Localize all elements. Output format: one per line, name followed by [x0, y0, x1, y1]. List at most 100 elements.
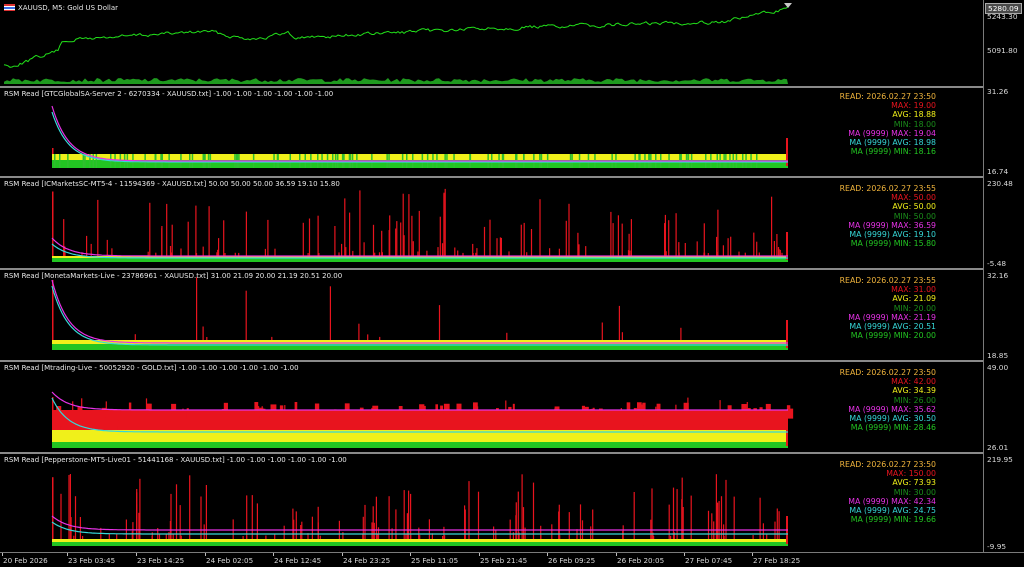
price-scale[interactable] [983, 0, 1024, 566]
max-spike [690, 495, 692, 539]
max-spike [242, 536, 244, 539]
indicator-legend-2: READ: 2026.02.27 23:55 MAX: 50.00 AVG: 5… [840, 184, 936, 248]
max-spike [342, 532, 344, 539]
max-spike [307, 533, 309, 539]
indicator-title-1: RSM Read [GTCGlobalSA-Server 2 - 6270334… [4, 90, 334, 98]
max-spike [759, 407, 763, 418]
max-spike [651, 488, 653, 539]
max-spike [317, 215, 319, 256]
max-spike [723, 524, 725, 539]
indicator-canvas-4 [51, 391, 794, 448]
panel-divider[interactable] [0, 176, 1024, 178]
max-spike [509, 519, 511, 539]
max-spike [97, 199, 99, 256]
max-spike [762, 523, 764, 539]
indicator-panel-3[interactable]: RSM Read [MonetaMarkets-Live - 23786961 … [0, 270, 982, 360]
max-spike [403, 235, 405, 256]
legend-min: MIN: 50.00 [893, 211, 936, 221]
legend-max: MAX: 19.00 [891, 101, 936, 111]
main-price-chart[interactable]: XAUUSD, M5: Gold US Dollar [0, 0, 982, 86]
max-spike [569, 415, 571, 430]
max-spike [425, 415, 427, 430]
max-spike [540, 534, 542, 539]
max-spike [776, 508, 778, 539]
max-spike [508, 251, 510, 256]
panel-divider[interactable] [0, 452, 1024, 454]
max-spike [338, 252, 340, 256]
legend-ma-avg: MA (9999) AVG: 20.51 [849, 322, 936, 332]
max-spike [90, 243, 92, 256]
max-spike [319, 535, 321, 539]
panel5-scale-top: 219.95 [987, 455, 1013, 464]
legend-read: READ: 2026.02.27 23:55 [839, 276, 936, 285]
max-spike [158, 533, 161, 539]
max-spike [473, 402, 478, 413]
max-spike [489, 219, 491, 256]
indicator-panel-1[interactable]: RSM Read [GTCGlobalSA-Server 2 - 6270334… [0, 88, 982, 176]
max-spike [161, 228, 163, 256]
indicator-panel-4[interactable]: RSM Read [Mtrading-Live - 50052920 - GOL… [0, 362, 982, 452]
time-tick [2, 553, 3, 556]
indicator-panel-5[interactable]: RSM Read [Pepperstone-MT5-Live01 - 51441… [0, 454, 982, 552]
max-spike [189, 475, 191, 539]
panel-divider[interactable] [0, 86, 1024, 88]
max-spike [579, 504, 582, 539]
panel-divider[interactable] [0, 268, 1024, 270]
max-spike [496, 408, 499, 419]
max-spike [681, 477, 683, 539]
max-spike [317, 522, 319, 539]
max-spike [308, 218, 311, 256]
panel3-scale-bottom: 18.85 [987, 351, 1009, 360]
max-spike [521, 474, 523, 539]
max-spike [393, 425, 395, 430]
max-spike [496, 238, 498, 256]
max-spike [765, 403, 771, 414]
time-tick [410, 553, 411, 556]
max-spike [756, 417, 758, 430]
max-spike [773, 241, 775, 256]
max-spike [478, 414, 480, 430]
max-spike [526, 252, 528, 256]
max-spike [375, 496, 377, 539]
max-spike [696, 241, 698, 256]
max-spike [169, 246, 172, 256]
max-spike [462, 252, 464, 256]
max-spike [152, 418, 154, 430]
time-label: 25 Feb 21:45 [480, 556, 528, 565]
max-spike [364, 504, 366, 539]
max-spike [302, 222, 304, 256]
max-spike [758, 252, 760, 256]
max-spike [781, 252, 783, 256]
max-spike [563, 424, 565, 430]
max-spike [725, 479, 727, 539]
panel-divider[interactable] [0, 360, 1024, 362]
max-spike [424, 414, 426, 430]
avg-band [52, 430, 788, 442]
max-spike [345, 247, 347, 256]
min-band [52, 160, 788, 168]
max-spike [274, 533, 276, 539]
max-spike [656, 403, 661, 414]
time-axis[interactable]: 20 Feb 2026 23 Feb 03:45 23 Feb 14:25 24 Fe… [0, 552, 1024, 567]
max-spike [105, 401, 107, 430]
max-spike [520, 224, 522, 256]
max-spike [334, 409, 337, 420]
max-spike [741, 404, 747, 415]
max-spike [411, 215, 413, 256]
max-spike [182, 408, 184, 430]
max-spike [372, 224, 375, 256]
max-spike [106, 239, 108, 256]
indicator-panel-2[interactable]: RSM Read [ICMarketsSC-MT5-4 - 11594369 -… [0, 178, 982, 268]
max-spike [81, 398, 83, 430]
legend-max: MAX: 31.00 [891, 285, 936, 295]
max-spike [767, 425, 769, 430]
max-spike [437, 250, 439, 256]
max-spike [216, 252, 218, 256]
max-spike [262, 408, 266, 419]
time-tick [752, 553, 753, 556]
ma-max-line [51, 391, 788, 411]
max-spike [707, 510, 710, 539]
indicator-title-4: RSM Read [Mtrading-Live - 50052920 - GOL… [4, 364, 299, 372]
max-spike [581, 405, 585, 416]
max-spike [73, 535, 75, 539]
